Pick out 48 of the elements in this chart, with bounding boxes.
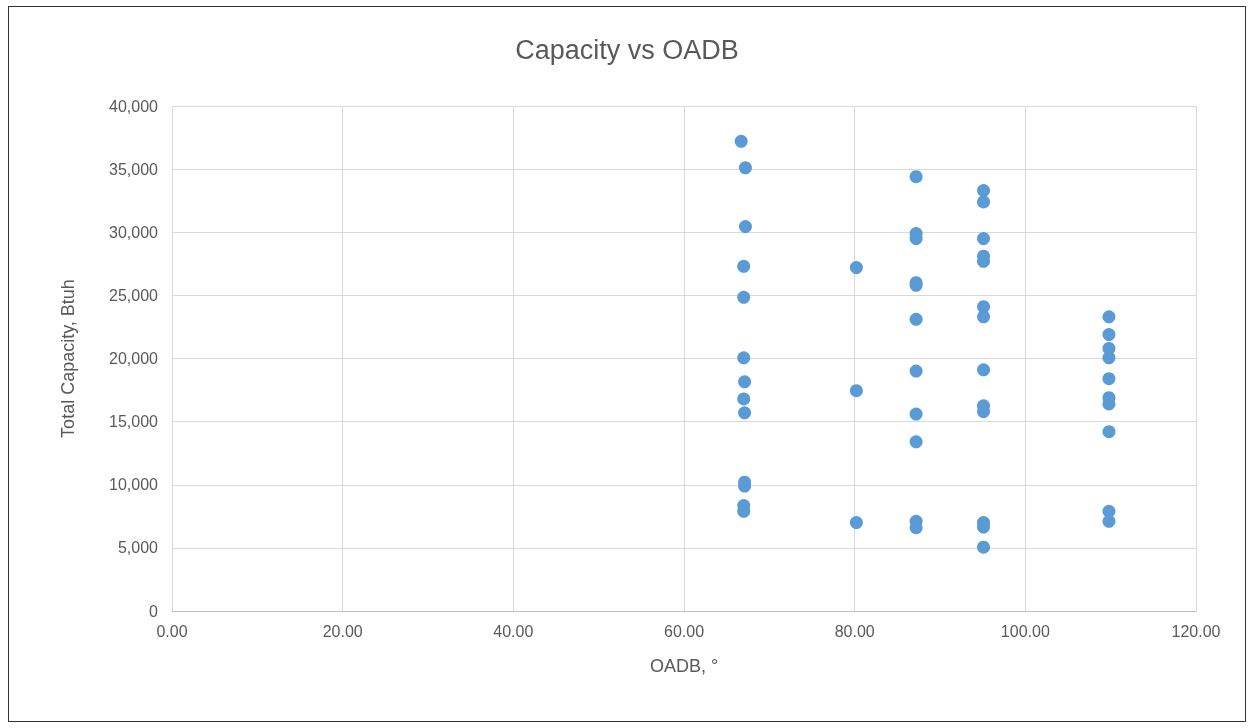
chart-title: Capacity vs OADB [515, 34, 739, 65]
point [909, 407, 923, 421]
y-tick-label: 20,000 [109, 350, 159, 367]
x-tick-label: 0.00 [156, 622, 188, 640]
point [977, 184, 991, 198]
x-tick-label: 20.00 [322, 622, 363, 640]
point [849, 261, 863, 275]
point [977, 310, 991, 324]
point [738, 220, 752, 234]
point [849, 516, 863, 530]
point [738, 375, 752, 389]
point [977, 195, 991, 209]
point [977, 363, 991, 377]
point [1102, 310, 1116, 324]
point [737, 392, 751, 406]
y-tick-label: 5,000 [117, 539, 159, 557]
y-tick-label: 30,000 [109, 223, 159, 241]
point [738, 406, 752, 420]
point [738, 161, 752, 175]
y-tick-label: 0 [149, 602, 159, 620]
point [1102, 425, 1116, 439]
x-tick-label: 100.00 [1000, 622, 1050, 640]
y-tick-label: 10,000 [109, 476, 159, 494]
point [737, 351, 751, 365]
point [909, 364, 923, 378]
point [1102, 328, 1116, 342]
y-tick-label: 25,000 [109, 286, 159, 304]
point [909, 312, 923, 326]
point [977, 540, 991, 554]
x-axis-title: OADB, ° [649, 656, 719, 676]
y-tick-label: 35,000 [109, 160, 159, 178]
point [977, 232, 991, 246]
point [737, 259, 751, 273]
x-tick-label: 80.00 [834, 622, 875, 640]
x-tick-label: 40.00 [493, 622, 534, 640]
point [734, 134, 748, 148]
point [909, 435, 923, 449]
x-tick-label: 60.00 [663, 622, 705, 640]
point [909, 170, 923, 184]
x-tick-label: 120.00 [1171, 622, 1221, 640]
point [1102, 351, 1116, 365]
y-axis-title: Total Capacity, Btuh [58, 279, 78, 438]
y-tick-label: 40,000 [109, 97, 159, 115]
point [849, 384, 863, 398]
point [1102, 372, 1116, 386]
point [1102, 514, 1116, 528]
y-tick-label: 15,000 [109, 413, 159, 431]
point [737, 290, 751, 304]
